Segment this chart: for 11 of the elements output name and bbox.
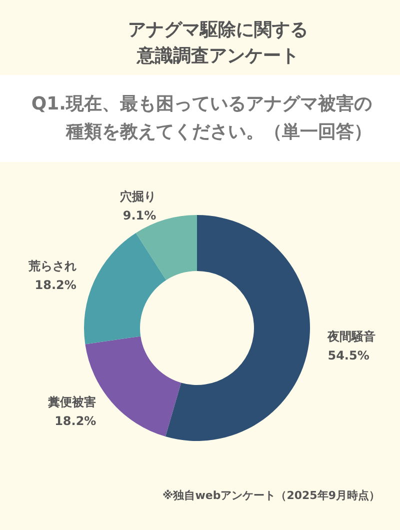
chart-title: アナグマ駆除に関する意識調査アンケート [128,20,308,66]
data-label: 18.2% [54,414,96,428]
text: ※独自webアンケート（2025年9月時点） [162,489,380,502]
slice-label: 荒らされ [27,258,76,273]
chart-subtitle: Q1.現在、最も困っているアナグマ被害の種類を教えてください。（単一回答） [31,94,372,142]
slice-label: 夜間騒音 [326,329,376,344]
data-label: 18.2% [34,278,76,292]
data-label: 54.5% [328,348,370,362]
slice-label: 穴掘り [119,190,156,204]
data-label: 9.1% [122,208,156,223]
slice-label: 糞便被害 [47,394,96,409]
